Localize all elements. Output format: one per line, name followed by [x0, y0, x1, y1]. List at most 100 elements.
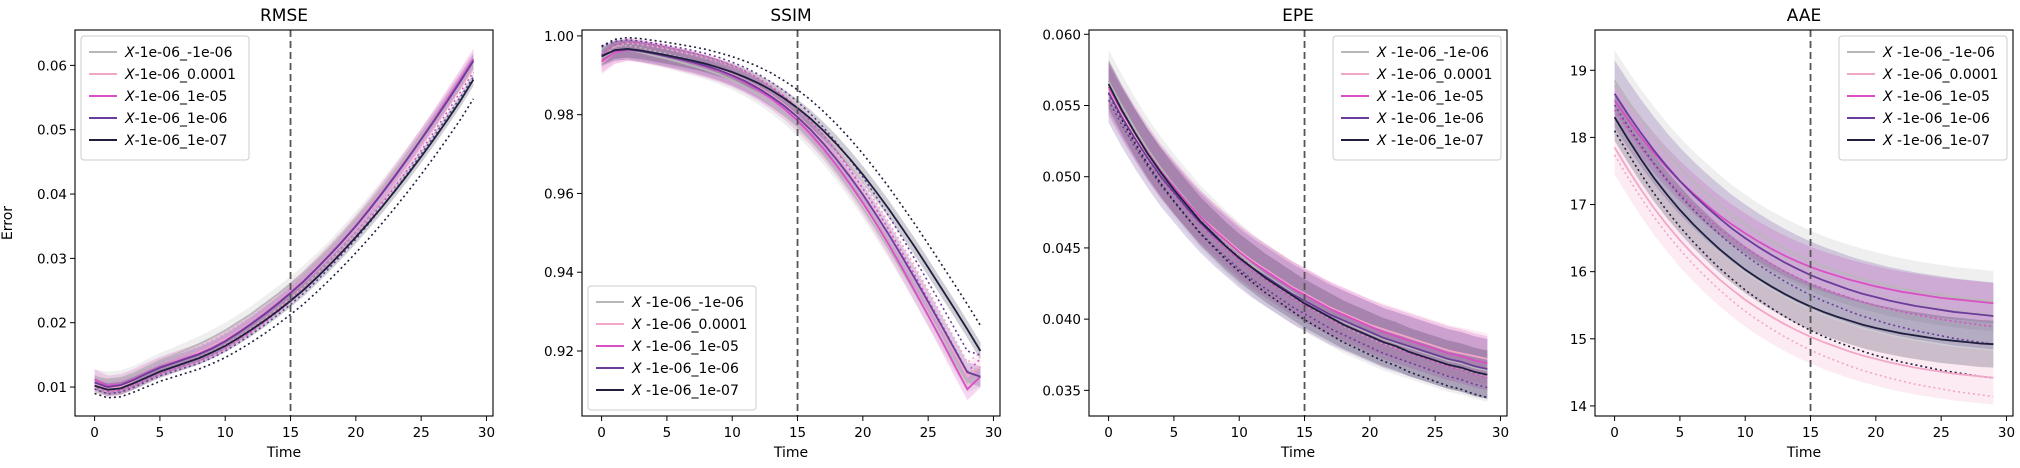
y-tick-label: 16: [1570, 265, 1587, 281]
legend-entry: X -1e-06_-1e-06: [631, 295, 744, 311]
x-tick-label: 10: [1737, 425, 1754, 441]
chart-title: SSIM: [770, 6, 811, 26]
dotted-line--1e-06_1e-07: [94, 98, 475, 399]
x-tick-label: 0: [1104, 425, 1113, 441]
y-tick-label: 0.92: [544, 344, 574, 360]
legend-entry: X -1e-06_1e-05: [1376, 89, 1484, 105]
series-line--1e-06_1e-06: [601, 48, 981, 378]
axes-frame: [581, 29, 1001, 417]
y-tick-label: 1.00: [544, 29, 574, 45]
legend: X -1e-06_-1e-06 X -1e-06_0.0001 X -1e-06_1…: [1838, 35, 2008, 161]
x-axis-label: Time: [266, 445, 301, 461]
dotted-line--1e-06_1e-06: [94, 76, 475, 395]
x-tick-label: 5: [1676, 425, 1685, 441]
legend-entry: X -1e-06_1e-06: [631, 361, 739, 377]
series-line--1e-06_-1e-06: [94, 61, 475, 381]
dotted-line--1e-06_-1e-06: [1613, 85, 1994, 316]
x-tick-label: 20: [347, 425, 364, 441]
band--1e-06_1e-06: [1108, 62, 1488, 399]
x-tick-label: 20: [854, 425, 871, 441]
axes-frame: [1088, 29, 1508, 417]
legend: X -1e-06_-1e-06 X -1e-06_0.0001 X -1e-06_1…: [1332, 35, 1502, 161]
x-axis-label: Time: [1280, 445, 1315, 461]
plot-area: [601, 36, 982, 401]
x-axis-label: Time: [1786, 445, 1821, 461]
legend-box: [80, 35, 250, 161]
band--1e-06_1e-05: [1108, 59, 1488, 391]
legend-entry: X-1e-06_1e-07: [124, 133, 227, 149]
band--1e-06_1e-06: [601, 39, 981, 387]
y-tick-label: 14: [1570, 399, 1587, 415]
band--1e-06_0.0001: [1614, 120, 1994, 405]
legend: X -1e-06_-1e-06 X -1e-06_0.0001 X -1e-06_1…: [587, 285, 757, 411]
y-tick-label: 0.055: [1042, 98, 1081, 114]
x-axis-label: Time: [773, 445, 808, 461]
y-tick-label: 0.04: [37, 187, 67, 203]
band--1e-06_-1e-06: [1108, 49, 1488, 402]
y-tick-label: 0.035: [1042, 383, 1081, 399]
chart-title: EPE: [1282, 6, 1314, 26]
legend-entry: X -1e-06_0.0001: [631, 317, 747, 333]
legend-entry: X -1e-06_1e-07: [1882, 133, 1990, 149]
x-tick-label: 0: [597, 425, 606, 441]
band--1e-06_-1e-06: [1614, 50, 1994, 332]
y-tick-label: 0.01: [37, 380, 67, 396]
series-line--1e-06_1e-06: [94, 60, 475, 388]
band--1e-06_1e-06: [1614, 60, 1994, 350]
dotted-line--1e-06_1e-06: [1107, 99, 1488, 389]
x-tick-label: 5: [663, 425, 672, 441]
x-tick-label: 10: [1231, 425, 1248, 441]
y-tick-label: 18: [1570, 130, 1587, 146]
legend-entry: X-1e-06_1e-05: [124, 89, 227, 105]
y-tick-label: 19: [1570, 63, 1587, 79]
dotted-line--1e-06_0.0001: [1613, 154, 1994, 398]
x-tick-label: 0: [90, 425, 99, 441]
legend-box: [1332, 35, 1502, 161]
plot-area: [1107, 49, 1488, 402]
x-tick-label: 5: [156, 425, 165, 441]
y-tick-label: 0.03: [37, 251, 67, 267]
legend-entry: X -1e-06_1e-06: [1376, 111, 1484, 127]
y-tick-label: 0.050: [1042, 170, 1081, 186]
x-tick-label: 25: [1427, 425, 1444, 441]
chart-title: AAE: [1787, 6, 1821, 26]
y-tick-label: 0.98: [544, 108, 574, 124]
legend-entry: X -1e-06_1e-07: [631, 383, 739, 399]
y-tick-label: 0.05: [37, 123, 67, 139]
y-tick-label: 0.06: [37, 58, 67, 74]
chart-panel-rmse: 0 5 10 15 20 25 30 0.01 0.02 0.03 0.04 0.05 0.06 RMSE…: [0, 6, 495, 461]
y-tick-label: 0.96: [544, 186, 574, 202]
chart-panel-ssim: 0 5 10 15 20 25 30 0.92 0.94 0.96 0.98 1.00 SSIM Time…: [544, 6, 1002, 461]
legend-entry: X -1e-06_-1e-06: [1376, 45, 1489, 61]
x-tick-label: 25: [413, 425, 430, 441]
y-tick-label: 0.02: [37, 316, 67, 332]
x-tick-label: 15: [282, 425, 299, 441]
dotted-line--1e-06_-1e-06: [94, 66, 475, 383]
series-line--1e-06_1e-05: [1107, 86, 1488, 365]
legend-entry: X-1e-06_-1e-06: [124, 45, 233, 61]
y-axis-label: Error: [0, 206, 16, 240]
series-line--1e-06_1e-06: [1613, 93, 1994, 317]
x-tick-label: 10: [217, 425, 234, 441]
x-tick-label: 15: [1296, 425, 1313, 441]
x-tick-label: 15: [1802, 425, 1819, 441]
series-line--1e-06_1e-07: [601, 48, 982, 352]
x-tick-label: 5: [1170, 425, 1179, 441]
dotted-line--1e-06_1e-07: [601, 36, 982, 326]
legend-entry: X -1e-06_-1e-06: [1882, 45, 1995, 61]
dotted-line--1e-06_1e-07: [1107, 92, 1488, 399]
dotted-line--1e-06_-1e-06: [601, 44, 981, 374]
series-line--1e-06_1e-07: [94, 79, 475, 391]
y-tick-label: 15: [1570, 332, 1587, 348]
series-line--1e-06_0.0001: [1613, 147, 1994, 379]
legend: X-1e-06_-1e-06 X-1e-06_0.0001 X-1e-06_1e-0…: [80, 35, 250, 161]
legend-entry: X -1e-06_1e-06: [1882, 111, 1990, 127]
x-tick-label: 25: [1933, 425, 1950, 441]
x-tick-label: 10: [724, 425, 741, 441]
legend-entry: X -1e-06_1e-05: [1882, 89, 1990, 105]
x-tick-label: 20: [1361, 425, 1378, 441]
legend-entry: X -1e-06_1e-05: [631, 339, 739, 355]
x-tick-label: 25: [920, 425, 937, 441]
chart-panel-aae: 0 5 10 15 20 25 30 14 15 16 17 18 19 AAE Time X -1e-06_…: [1570, 6, 2015, 461]
